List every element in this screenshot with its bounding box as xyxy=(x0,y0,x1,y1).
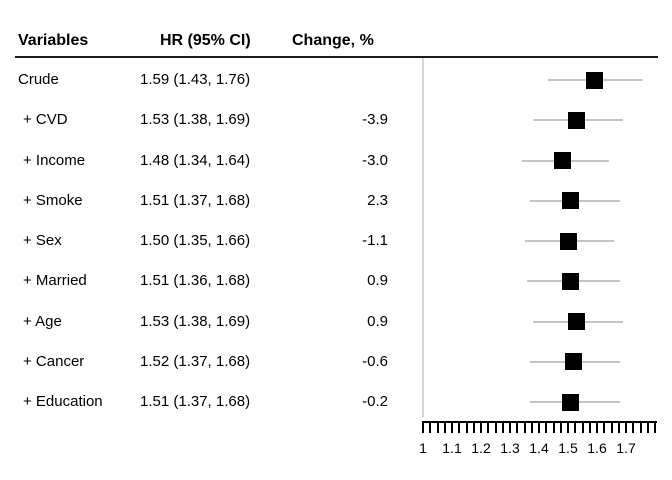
x-axis-minor-tick xyxy=(567,421,569,433)
x-axis-line xyxy=(423,421,657,423)
hr-point-marker xyxy=(562,192,580,210)
hr-point-marker xyxy=(553,152,571,169)
row-change-value: -3.0 xyxy=(362,151,388,169)
hr-point-marker xyxy=(562,272,580,290)
x-axis-tick-label: 1.1 xyxy=(442,440,462,456)
x-axis-minor-tick xyxy=(451,421,453,433)
x-axis-minor-tick xyxy=(610,421,613,433)
x-axis-minor-tick xyxy=(487,421,490,433)
row-hr-ci-value: 1.51 (1.36, 1.68) xyxy=(140,272,251,290)
x-axis-minor-tick xyxy=(625,421,627,433)
row-hr-ci-value: 1.53 (1.38, 1.69) xyxy=(140,111,251,129)
x-axis-minor-tick xyxy=(545,421,548,433)
row-change-value: -0.6 xyxy=(362,352,388,370)
x-axis-tick-label: 1.2 xyxy=(471,440,491,456)
reference-line xyxy=(422,58,424,417)
row-hr-ci-value: 1.59 (1.43, 1.76) xyxy=(140,71,251,88)
row-variable-label: + Smoke xyxy=(23,191,83,209)
row-change-value: 2.3 xyxy=(367,191,388,209)
row-change-value: 0.9 xyxy=(367,312,388,330)
column-header-hr-ci: HR (95% CI) xyxy=(160,32,251,49)
row-variable-label: + CVD xyxy=(23,111,68,129)
row-hr-ci-value: 1.50 (1.35, 1.66) xyxy=(140,232,251,249)
x-axis-minor-tick xyxy=(574,421,577,433)
row-hr-ci-value: 1.48 (1.34, 1.64) xyxy=(140,151,251,169)
x-axis-tick-label: 1 xyxy=(419,440,427,456)
x-axis-tick-label: 1.7 xyxy=(616,440,636,456)
row-change-value: -3.9 xyxy=(362,111,388,129)
x-axis-minor-tick xyxy=(472,421,475,433)
row-hr-ci-value: 1.51 (1.37, 1.68) xyxy=(140,393,251,410)
x-axis-minor-tick xyxy=(581,421,584,433)
x-axis-tick-label: 1.5 xyxy=(558,440,578,456)
x-axis-tick-label: 1.6 xyxy=(587,440,607,456)
x-axis-minor-tick xyxy=(465,421,468,433)
row-variable-label: + Married xyxy=(23,272,87,290)
row-hr-ci-value: 1.52 (1.37, 1.68) xyxy=(140,352,251,370)
row-change-value xyxy=(300,70,388,90)
x-axis-minor-tick xyxy=(588,421,591,433)
row-variable-label: + Cancer xyxy=(23,352,85,370)
row-change-value: -0.2 xyxy=(362,393,388,410)
row-variable-label: Crude xyxy=(18,71,59,88)
x-axis-minor-tick xyxy=(480,421,482,433)
x-axis-minor-tick xyxy=(509,421,511,433)
x-axis-minor-tick xyxy=(603,421,606,433)
column-header-change: Change, % xyxy=(292,32,374,49)
x-axis-minor-tick xyxy=(617,421,620,433)
row-change-value: 0.9 xyxy=(367,272,388,290)
x-axis-minor-tick xyxy=(639,421,642,433)
x-axis-minor-tick xyxy=(646,421,649,433)
hr-point-marker xyxy=(559,232,577,250)
x-axis-minor-tick xyxy=(422,421,424,433)
x-axis-minor-tick xyxy=(523,421,526,433)
x-axis-minor-tick xyxy=(443,421,446,433)
row-hr-ci-value: 1.53 (1.38, 1.69) xyxy=(140,312,251,330)
hr-point-marker xyxy=(565,353,583,371)
row-variable-label: + Sex xyxy=(23,232,62,249)
x-axis-tick-label: 1.3 xyxy=(500,440,520,456)
x-axis-tick-label: 1.4 xyxy=(529,440,549,456)
x-axis-minor-tick xyxy=(654,421,656,433)
row-variable-label: + Age xyxy=(23,312,62,330)
x-axis-minor-tick xyxy=(632,421,635,433)
row-variable-label: + Income xyxy=(23,151,86,169)
x-axis-minor-tick xyxy=(494,421,497,433)
x-axis-minor-tick xyxy=(530,421,533,433)
hr-point-marker xyxy=(562,393,580,411)
column-header-variables: Variables xyxy=(18,32,89,49)
x-axis-minor-tick xyxy=(501,421,504,433)
x-axis-minor-tick xyxy=(559,421,562,433)
x-axis-minor-tick xyxy=(596,421,598,433)
x-axis-minor-tick xyxy=(516,421,519,433)
hr-point-marker xyxy=(568,313,586,330)
row-change-value: -1.1 xyxy=(362,232,388,249)
x-axis-minor-tick xyxy=(538,421,540,433)
x-axis-minor-tick xyxy=(429,421,432,433)
row-hr-ci-value: 1.51 (1.37, 1.68) xyxy=(140,191,251,209)
x-axis-minor-tick xyxy=(458,421,461,433)
header-divider-rule xyxy=(15,56,658,58)
row-variable-label: + Education xyxy=(23,393,103,410)
hr-point-marker xyxy=(568,111,586,129)
hr-point-marker xyxy=(585,71,603,89)
x-axis-minor-tick xyxy=(552,421,555,433)
x-axis-minor-tick xyxy=(436,421,439,433)
